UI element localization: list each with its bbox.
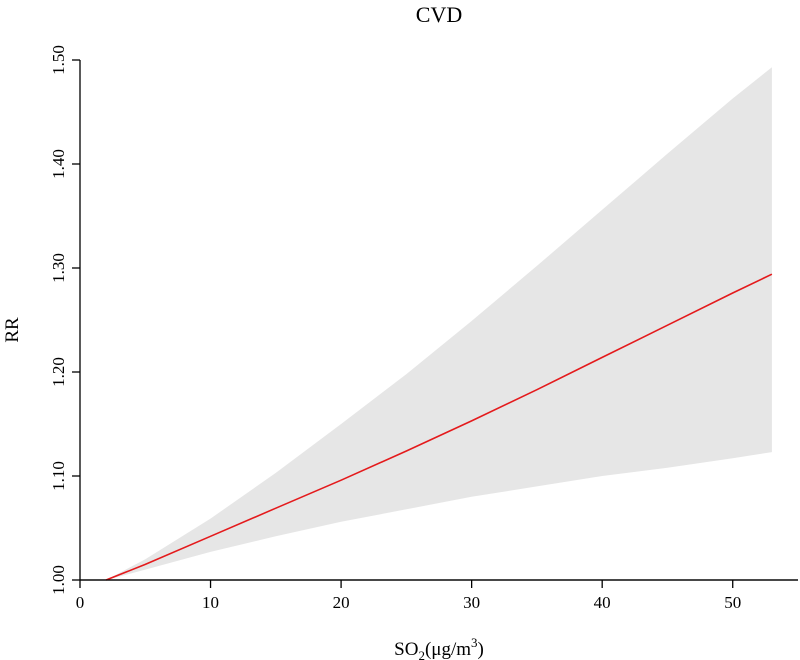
y-tick-label: 1.00 bbox=[49, 565, 68, 595]
x-axis-label-units: (μg/m bbox=[425, 639, 471, 660]
x-axis-label-units-close: ) bbox=[478, 639, 484, 660]
axes: 0 10 20 30 40 50 1.00 1.10 1.20 1.30 1.40 1.50 bbox=[49, 45, 798, 612]
x-axis-label-subscript: 2 bbox=[418, 648, 425, 660]
y-tick-label: 1.30 bbox=[49, 253, 68, 283]
series-line-0 bbox=[105, 273, 773, 581]
y-tick-label: 1.20 bbox=[49, 357, 68, 387]
y-tick-label: 1.10 bbox=[49, 461, 68, 491]
x-axis-label: SO2(μg/m3) bbox=[394, 635, 484, 660]
plot-area bbox=[80, 67, 798, 581]
y-tick-label: 1.50 bbox=[49, 45, 68, 75]
x-tick-label: 30 bbox=[463, 593, 480, 612]
x-axis-label-main: SO bbox=[394, 639, 418, 660]
y-axis-label: RR bbox=[2, 317, 23, 343]
chart-title: CVD bbox=[416, 2, 462, 27]
confidence-band bbox=[106, 67, 772, 581]
x-tick-label: 50 bbox=[724, 593, 741, 612]
x-tick-label: 10 bbox=[202, 593, 219, 612]
y-tick-label: 1.40 bbox=[49, 149, 68, 179]
x-tick-label: 0 bbox=[76, 593, 85, 612]
x-tick-label: 40 bbox=[594, 593, 611, 612]
x-axis-label-superscript: 3 bbox=[471, 635, 478, 650]
x-tick-label: 20 bbox=[333, 593, 350, 612]
